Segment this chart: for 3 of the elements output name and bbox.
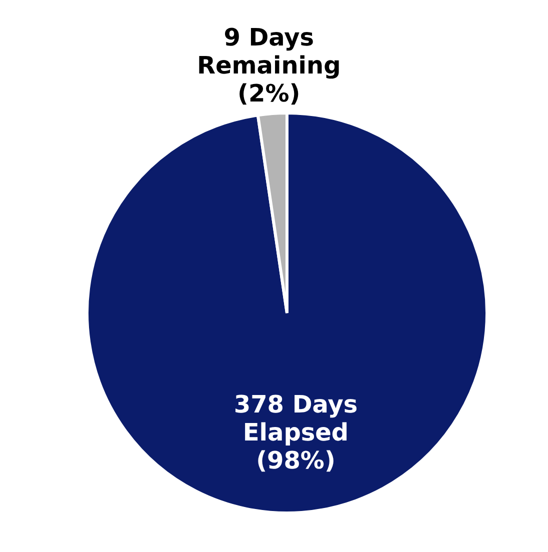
pie-slice [86,112,488,514]
slice-label: 378 Days Elapsed (98%) [234,390,358,475]
slice-label: 9 Days Remaining (2%) [197,24,341,108]
